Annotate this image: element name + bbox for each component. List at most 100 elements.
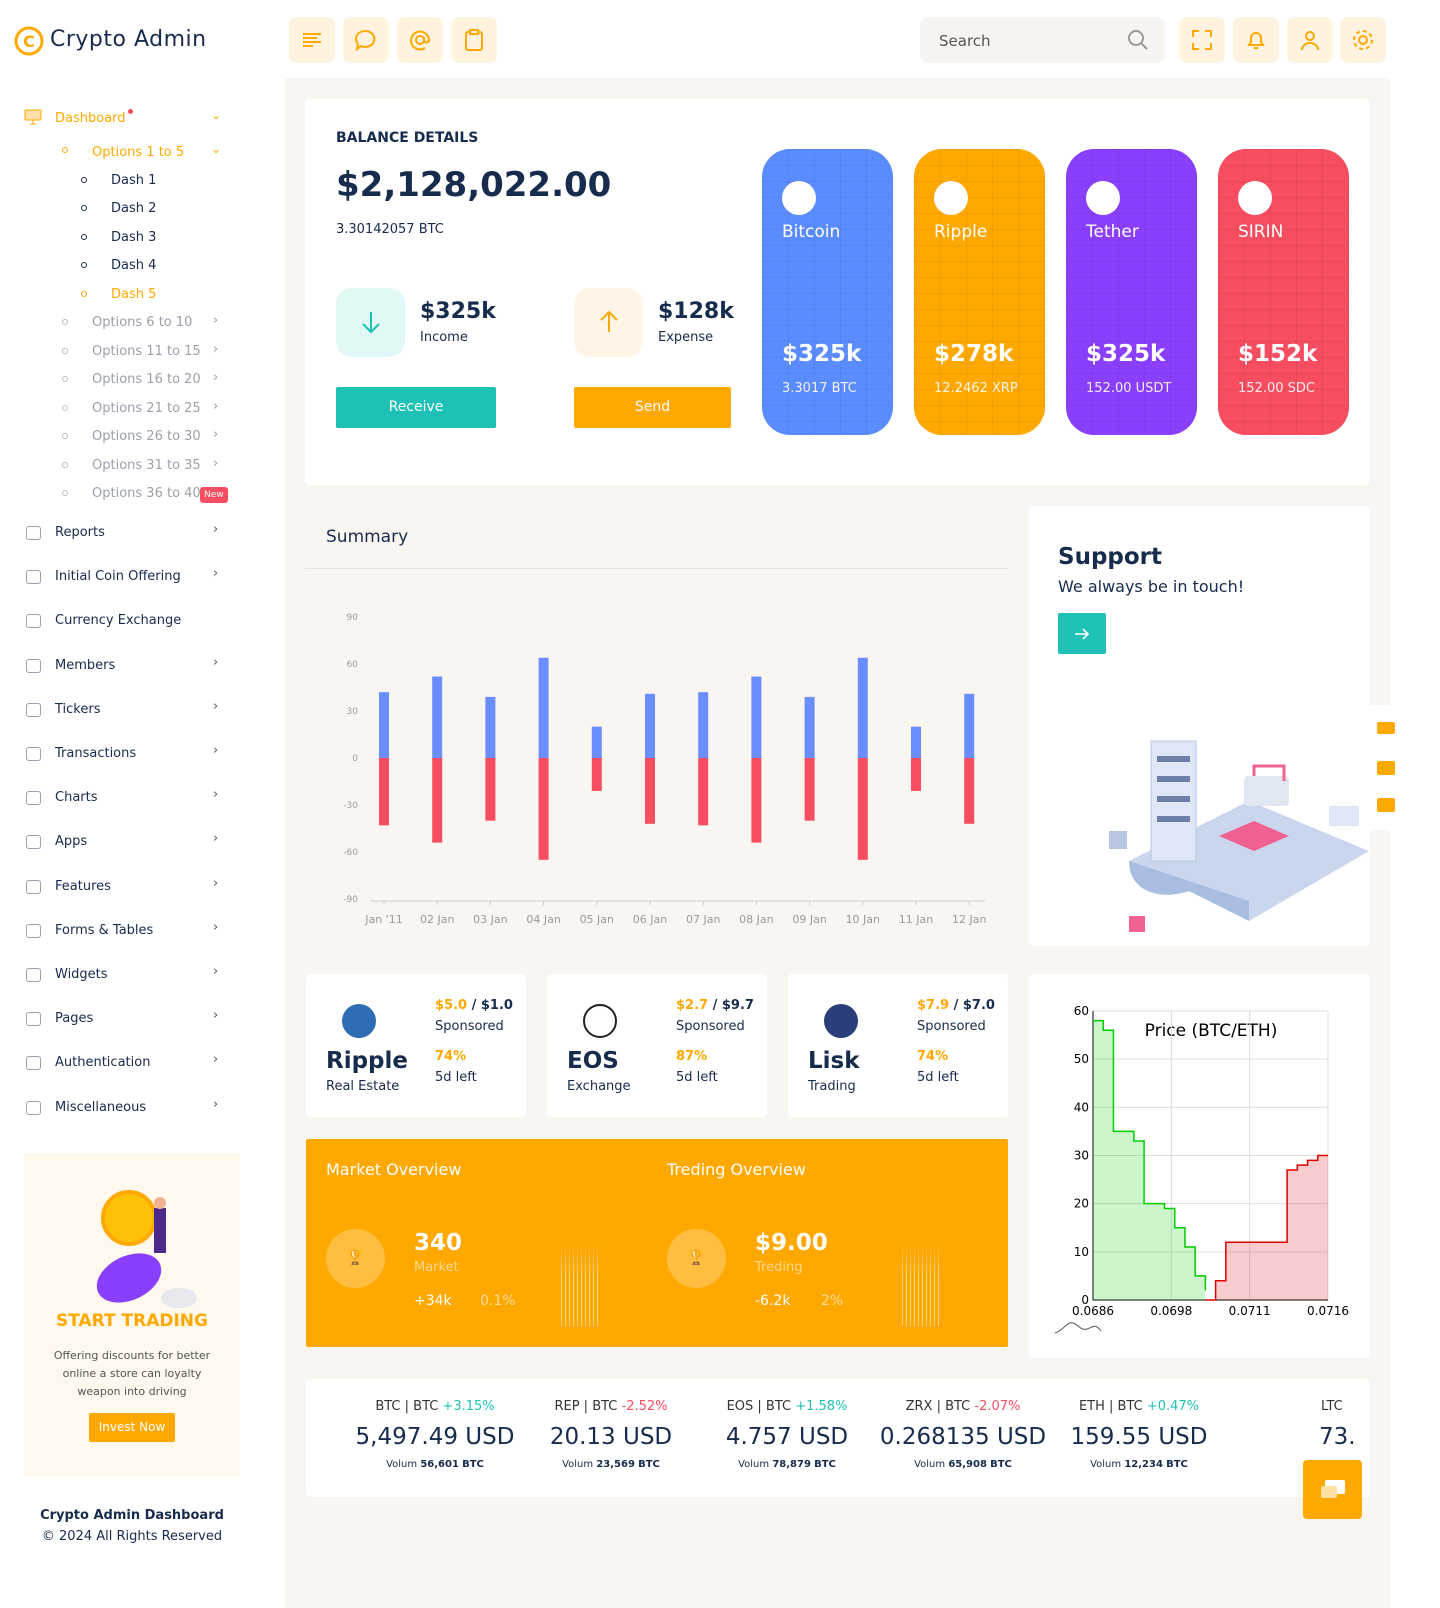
nav-item[interactable]: Miscellaneous (55, 1099, 147, 1115)
overview-title: Market Overview (326, 1160, 462, 1179)
coin-card[interactable]: Bitcoin $325k 3.3017 BTC (762, 149, 893, 435)
depth-chart: Price (BTC/ETH) 0 10 20 30 40 50 60 0.0686 0.0698… (1054, 1004, 1349, 1334)
ico-raised-value: $2.7 (676, 998, 709, 1013)
y-tick-label: 40 (1074, 1100, 1089, 1114)
nav-group[interactable]: Options 1 to 5 (92, 145, 185, 160)
coin-name: Bitcoin (782, 222, 841, 242)
nav-item[interactable]: Dash 2 (111, 201, 157, 217)
ticker-volume: Volum 23,569 BTC (521, 1459, 701, 1470)
coin-card[interactable]: Tether $325k 152.00 USDT (1066, 149, 1197, 435)
coin-amount: $325k (1086, 341, 1166, 367)
chevron: › (213, 1008, 219, 1024)
chevron: › (213, 831, 219, 847)
nav-item[interactable]: Initial Coin Offering (55, 569, 181, 585)
coin-amount: $278k (934, 341, 1014, 367)
nav-item[interactable]: Forms & Tables (55, 922, 154, 938)
chevron: › (213, 964, 219, 979)
depth-area (1205, 1155, 1328, 1300)
coin-card[interactable]: Ripple $278k 12.2462 XRP (914, 149, 1045, 435)
y-tick-label: 60 (1074, 1004, 1089, 1018)
nav-item[interactable]: Tickers (55, 701, 101, 717)
ico-status: Sponsored (435, 1019, 504, 1034)
chat-button[interactable] (343, 17, 389, 63)
summary-chart: -90 -60 -30 0 30 60 90 Jan '11 02 Jan 03 Jan 04 Ja… (343, 613, 986, 926)
notification-button[interactable] (1233, 17, 1279, 63)
ico-category: Trading (808, 1079, 856, 1094)
overview-delta: -6.2k (755, 1293, 791, 1309)
nav-dashboard[interactable]: Dashboard (55, 111, 126, 126)
nav-item[interactable]: Pages (55, 1011, 94, 1027)
x-tick-label: 02 Jan (420, 913, 454, 926)
x-tick-label: 07 Jan (686, 913, 720, 926)
x-tick-label: 0.0686 (1072, 1304, 1114, 1318)
chevron: ⌄ (211, 142, 222, 156)
fullscreen-button[interactable] (1179, 17, 1225, 63)
clipboard-button[interactable] (451, 17, 497, 63)
nav-item[interactable]: Options 31 to 35 (92, 457, 201, 473)
nav-item[interactable]: Options 21 to 25 (92, 400, 201, 416)
send-button[interactable]: Send (574, 387, 731, 428)
invest-button[interactable]: Invest Now (89, 1413, 175, 1442)
coin-card[interactable]: SIRIN $152k 152.00 SDC (1218, 149, 1349, 435)
ticker-pair: LTC (1321, 1399, 1343, 1414)
bullet (81, 233, 87, 240)
nav-item[interactable]: Dash 5 (111, 286, 157, 302)
nav-item[interactable]: Dash 1 (111, 173, 157, 188)
ico-logo (342, 1004, 376, 1038)
mail-button[interactable] (397, 17, 443, 63)
ticker-volume: 23,569 (596, 1459, 635, 1470)
y-tick-label: 0 (352, 754, 358, 764)
nav-item[interactable]: Currency Exchange (55, 613, 182, 629)
nav-item[interactable]: Options 11 to 15 (92, 343, 201, 359)
nav-item[interactable]: Reports (55, 525, 105, 540)
side-tools (1362, 705, 1410, 830)
footer-copyright: © 2024 All Rights Reserved (41, 1529, 223, 1544)
coin-icon (782, 181, 816, 215)
chat-fab[interactable] (1303, 1460, 1362, 1519)
nav-item[interactable]: Features (55, 878, 111, 894)
ico-raised-value: $5.0 (435, 998, 468, 1013)
search-box[interactable]: Search (920, 17, 1165, 63)
ticker-price: 0.268135 USD (879, 1424, 1047, 1450)
ico-left: 5d left (676, 1070, 718, 1085)
receive-button[interactable]: Receive (336, 387, 496, 428)
ticker-price: 20.13 USD (549, 1424, 673, 1450)
nav-item[interactable]: Dash 3 (111, 229, 157, 245)
ticker-head: EOS | BTC +1.58% (697, 1399, 877, 1414)
ticker-volume: Volum 56,601 BTC (345, 1459, 525, 1470)
nav-item[interactable]: Widgets (55, 967, 108, 982)
y-tick-label: 60 (347, 660, 359, 670)
ticker-unit: BTC (1166, 1459, 1188, 1470)
nav-item[interactable]: Charts (55, 790, 98, 806)
ticker-unit: BTC (462, 1459, 484, 1470)
nav-item[interactable]: Dash 4 (111, 258, 157, 274)
nav-item[interactable]: Options 16 to 20 (92, 372, 201, 387)
depth-line (1093, 1019, 1207, 1291)
promo-title: START TRADING (56, 1311, 208, 1331)
nav-item[interactable]: Transactions (55, 746, 137, 761)
nav-item[interactable]: Options 6 to 10 (92, 315, 193, 330)
nav-item[interactable]: Members (55, 657, 116, 673)
bar (964, 758, 975, 824)
ticker-volume_label: Volum (1090, 1459, 1122, 1470)
bar (751, 758, 762, 843)
bar (698, 758, 709, 826)
support-button[interactable] (1058, 613, 1106, 654)
nav-item[interactable]: Options 26 to 30 (92, 429, 201, 444)
menu-button[interactable] (289, 17, 335, 63)
depth-line (1205, 1154, 1328, 1301)
income-amount: $325k (420, 299, 496, 324)
user-button[interactable] (1287, 17, 1333, 63)
coin-amount: $152k (1238, 341, 1318, 367)
depth-overview (1054, 1322, 1102, 1334)
coin-name: Tether (1086, 222, 1139, 242)
coin-icon (1238, 181, 1272, 215)
ticker-price: 5,497.49 USD (355, 1424, 515, 1450)
nav-item[interactable]: Apps (55, 834, 88, 850)
settings-button[interactable] (1340, 17, 1386, 63)
ico-category: Real Estate (326, 1079, 400, 1094)
nav-item[interactable]: Options 36 to 40 (92, 486, 201, 501)
nav-item[interactable]: Authentication (55, 1055, 151, 1071)
expense-icon (574, 288, 643, 357)
